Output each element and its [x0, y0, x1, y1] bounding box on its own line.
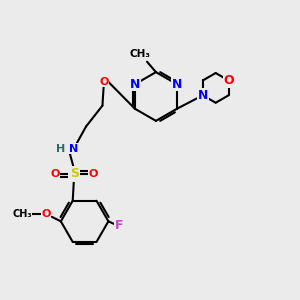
Text: N: N — [130, 78, 140, 91]
Text: S: S — [70, 167, 79, 181]
Text: O: O — [223, 74, 234, 87]
Text: O: O — [89, 169, 98, 179]
Text: O: O — [50, 169, 60, 179]
Text: CH₃: CH₃ — [12, 209, 32, 219]
Text: N: N — [69, 144, 78, 154]
Text: H: H — [56, 144, 65, 154]
Text: N: N — [198, 89, 208, 102]
Text: methyl: methyl — [139, 55, 143, 56]
Text: CH₃: CH₃ — [129, 49, 150, 59]
Text: O: O — [99, 77, 109, 87]
Text: O: O — [41, 209, 51, 219]
Text: N: N — [172, 78, 182, 91]
Text: F: F — [115, 219, 123, 232]
